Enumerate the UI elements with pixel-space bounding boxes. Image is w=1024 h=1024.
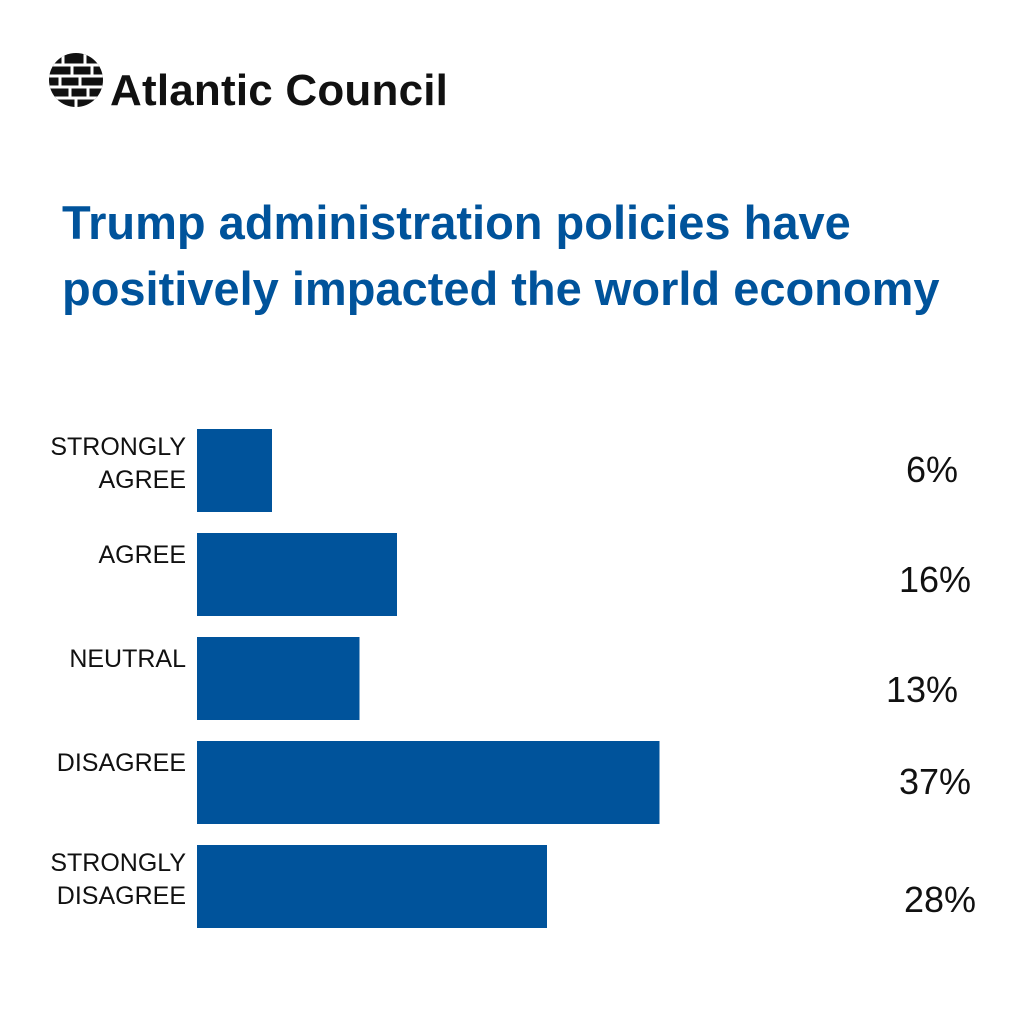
globe-grid-icon (49, 53, 103, 107)
bar-0 (197, 429, 272, 512)
value-label-0: 6% (906, 449, 958, 490)
bar-2 (197, 637, 360, 720)
category-label-0-0: STRONGLY (50, 433, 186, 461)
chart-title: Trump administration policies have posit… (62, 190, 1012, 322)
bar-3 (197, 741, 660, 824)
category-label-0-1: AGREE (98, 466, 186, 494)
category-label-4-1: DISAGREE (57, 882, 186, 910)
brand-name: Atlantic Council (110, 66, 449, 115)
bar-1 (197, 533, 397, 616)
category-label-3-0: DISAGREE (57, 749, 186, 777)
category-label-1-0: AGREE (98, 541, 186, 569)
category-label-2-0: NEUTRAL (69, 645, 186, 673)
value-label-3: 37% (899, 761, 971, 802)
category-label-4-0: STRONGLY (50, 849, 186, 877)
bar-4 (197, 845, 547, 928)
value-label-4: 28% (904, 879, 976, 920)
chart-title-line-2: positively impacted the world economy (62, 262, 940, 315)
chart-title-line-1: Trump administration policies have (62, 196, 851, 249)
brand: Atlantic Council (48, 52, 448, 115)
value-label-2: 13% (886, 669, 958, 710)
value-label-1: 16% (899, 559, 971, 600)
